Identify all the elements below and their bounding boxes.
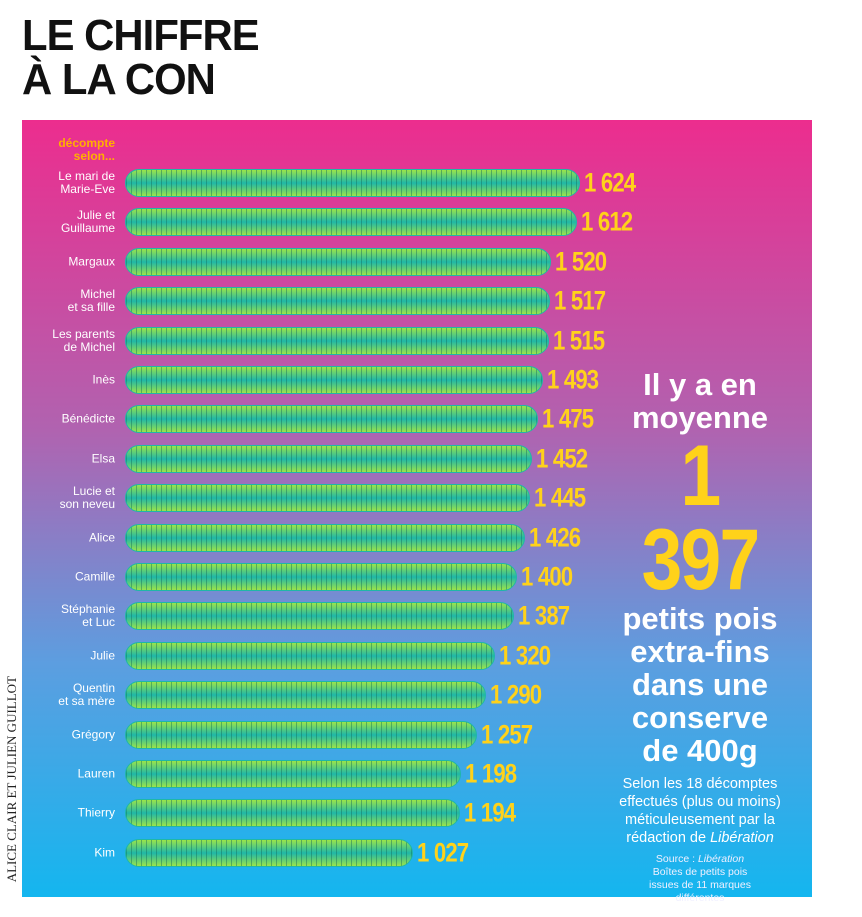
bar bbox=[125, 602, 514, 631]
value-label: 1 194 bbox=[463, 797, 516, 828]
category-label: Kim bbox=[94, 845, 115, 860]
category-label: Le mari de Marie-Eve bbox=[58, 169, 115, 196]
bar bbox=[125, 760, 461, 788]
value-label: 1 400 bbox=[521, 561, 573, 592]
average: 1 397 bbox=[641, 428, 761, 608]
category-label: Michel et sa fille bbox=[67, 287, 115, 315]
value-label: 1 320 bbox=[498, 640, 551, 671]
bar bbox=[125, 287, 551, 316]
category-label: Stéphanie et Luc bbox=[60, 602, 115, 630]
bar bbox=[125, 563, 518, 591]
bar bbox=[125, 444, 532, 473]
value-label: 1 257 bbox=[481, 719, 533, 750]
source-note: Boîtes de petits pois issues de 11 marqu… bbox=[649, 866, 751, 904]
source: Source : Libération Boîtes de petits poi… bbox=[600, 853, 800, 905]
bar bbox=[125, 720, 478, 749]
bar bbox=[125, 326, 550, 355]
lead: Il y a en moyenne bbox=[631, 367, 769, 435]
bar bbox=[125, 838, 413, 867]
category-label: Grégory bbox=[71, 727, 115, 742]
category-label: Margaux bbox=[68, 254, 115, 269]
bar bbox=[125, 208, 577, 237]
category-label: Inès bbox=[92, 372, 115, 387]
value-label: 1 027 bbox=[416, 837, 469, 868]
value-label: 1 493 bbox=[547, 364, 599, 395]
credit: ALICE CLAIR ET JULIEN GUILLOT bbox=[4, 676, 19, 883]
value-label: 1 517 bbox=[554, 285, 606, 316]
bar bbox=[125, 366, 544, 394]
annotation: Il y a en moyenne 1 397 petits pois extr… bbox=[600, 368, 800, 905]
bar bbox=[125, 523, 525, 552]
value-label: 1 612 bbox=[580, 206, 633, 237]
main: petits pois extra-fins dans une conserve… bbox=[622, 601, 778, 768]
source-label: Source : bbox=[655, 853, 696, 865]
value-label: 1 475 bbox=[542, 403, 594, 434]
bar bbox=[125, 681, 487, 710]
value-label: 1 445 bbox=[533, 482, 586, 513]
category-label: Lucie et son neveu bbox=[59, 484, 115, 512]
value-label: 1 624 bbox=[584, 167, 636, 198]
bar bbox=[125, 405, 539, 434]
value-label: 1 426 bbox=[528, 522, 581, 553]
method-text: Selon les 18 décomptes effectués (plus o… bbox=[619, 776, 781, 846]
category-label: Quentin et sa mère bbox=[58, 681, 115, 709]
value-label: 1 452 bbox=[535, 443, 588, 474]
bar bbox=[125, 641, 495, 670]
value-label: 1 387 bbox=[517, 600, 570, 631]
value-label: 1 520 bbox=[554, 246, 607, 277]
value-label: 1 198 bbox=[464, 758, 517, 789]
category-label: Les parents de Michel bbox=[52, 326, 115, 354]
bar bbox=[125, 247, 551, 276]
category-label: Thierry bbox=[77, 805, 115, 820]
category-label: Julie et Guillaume bbox=[60, 208, 115, 236]
bar bbox=[125, 484, 530, 513]
value-label: 1 515 bbox=[553, 325, 605, 356]
bar bbox=[125, 169, 580, 197]
source-name: Libération bbox=[697, 853, 745, 865]
method-source: Libération bbox=[710, 830, 774, 846]
category-label: Alice bbox=[88, 530, 115, 545]
label-header: décompte selon... bbox=[58, 136, 115, 163]
category-label: Julie bbox=[90, 648, 115, 663]
category-label: Camille bbox=[74, 569, 115, 584]
category-label: Elsa bbox=[91, 451, 115, 466]
category-label: Lauren bbox=[77, 766, 115, 781]
category-label: Bénédicte bbox=[61, 411, 115, 426]
method: Selon les 18 décomptes effectués (plus o… bbox=[600, 775, 800, 847]
bar bbox=[125, 799, 460, 828]
title: LE CHIFFRE À LA CON bbox=[22, 11, 260, 104]
value-label: 1 290 bbox=[490, 679, 542, 710]
